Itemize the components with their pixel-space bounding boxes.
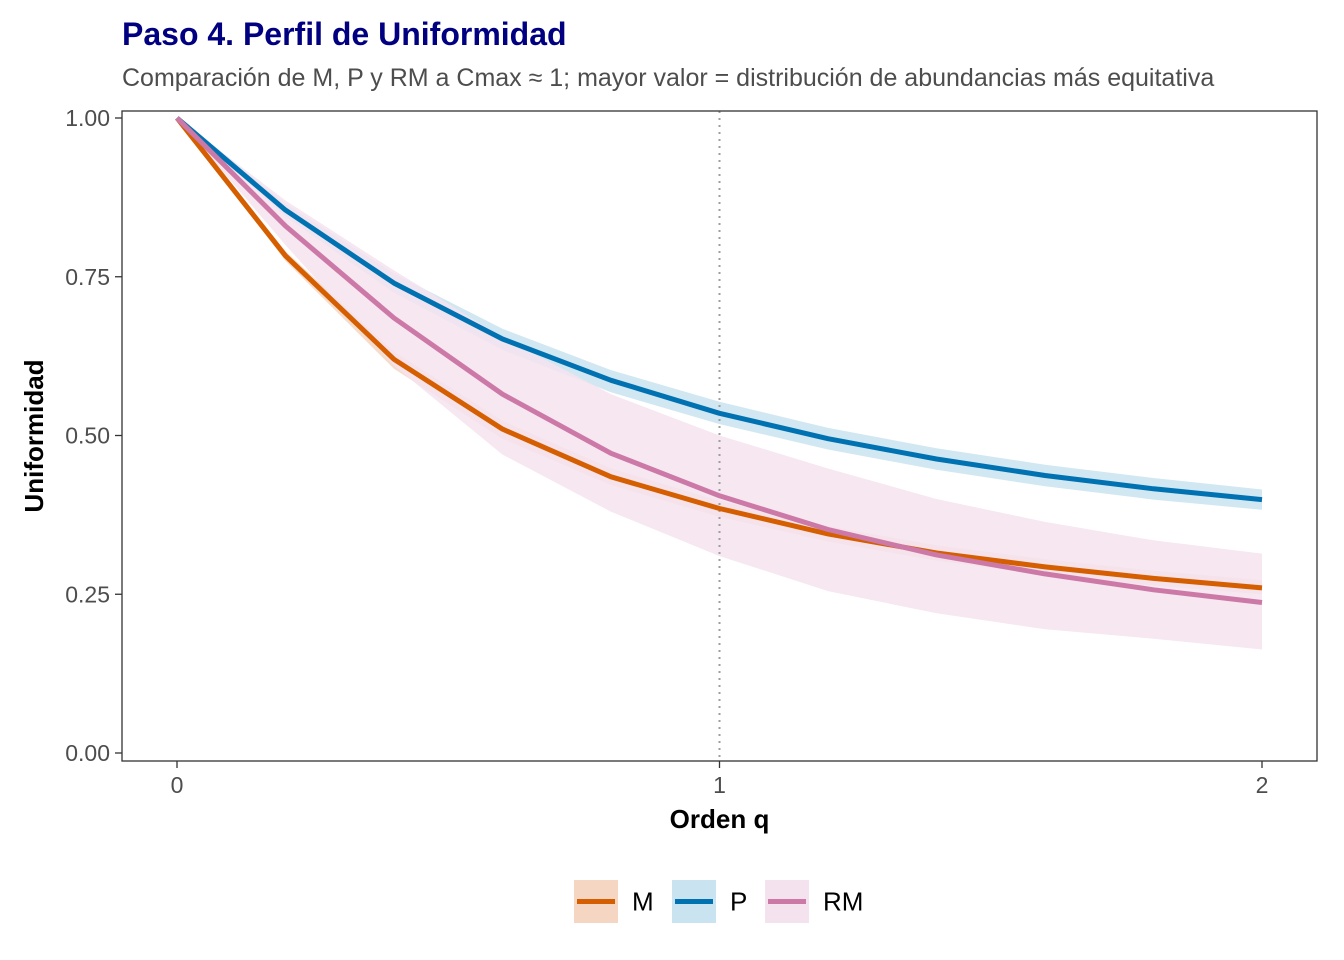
y-tick-label: 0.75 — [65, 264, 110, 290]
x-tick-label: 2 — [1256, 772, 1269, 798]
legend-label: RM — [823, 887, 863, 917]
legend-item-rm: RM — [765, 880, 863, 923]
legend-item-m: M — [574, 880, 654, 923]
x-tick-label: 1 — [713, 772, 726, 798]
series-line-rm — [175, 116, 1263, 605]
y-axis: 0.00 0.25 0.50 0.75 1.00 — [65, 105, 122, 766]
y-axis-title: Uniformidad — [19, 359, 49, 512]
ribbon-rm — [177, 118, 1262, 650]
y-tick-label: 1.00 — [65, 105, 110, 131]
series-line-m — [175, 116, 1263, 591]
legend-label: M — [632, 887, 654, 917]
x-tick-label: 0 — [171, 772, 184, 798]
y-tick-label: 0.50 — [65, 423, 110, 449]
legend-item-p: P — [672, 880, 747, 923]
chart-title: Paso 4. Perfil de Uniformidad — [122, 16, 567, 52]
legend-label: P — [730, 887, 747, 917]
series-line-p — [175, 116, 1263, 503]
chart-subtitle: Comparación de M, P y RM a Cmax ≈ 1; may… — [122, 64, 1215, 92]
y-tick-label: 0.25 — [65, 581, 110, 607]
x-axis-title: Orden q — [670, 804, 770, 834]
y-tick-label: 0.00 — [65, 740, 110, 766]
x-axis: 0 1 2 — [171, 761, 1269, 798]
legend: M P RM — [574, 880, 863, 923]
series-lines — [175, 116, 1263, 605]
confidence-ribbons — [177, 118, 1262, 650]
